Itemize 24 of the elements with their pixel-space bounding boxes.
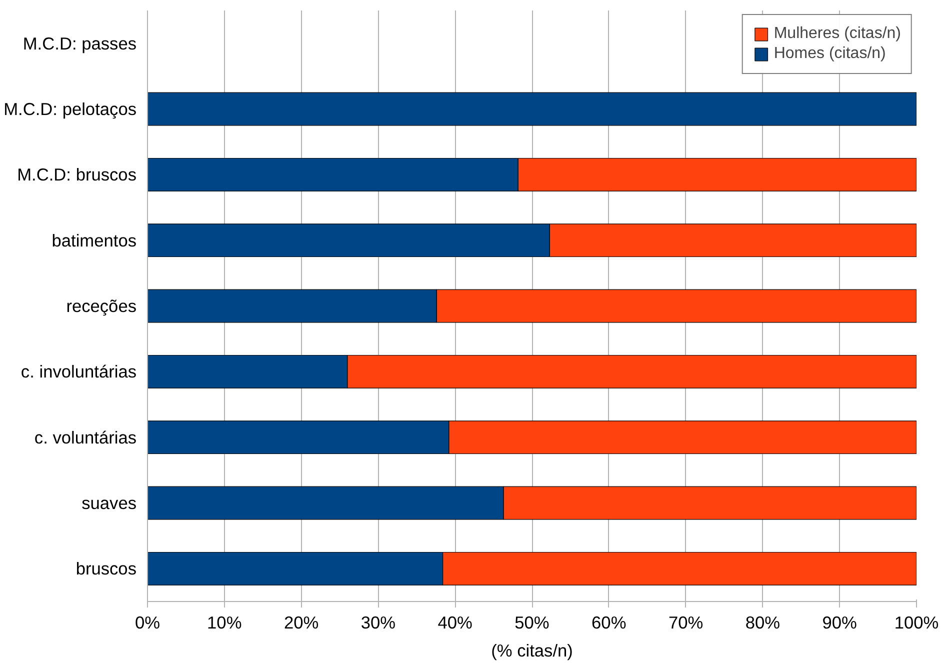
- y-tick-label: c. involuntárias: [20, 362, 137, 382]
- y-tick-label: bruscos: [76, 558, 137, 579]
- y-tick-label: batimentos: [52, 230, 137, 250]
- y-tick-label: M.C.D: passes: [22, 33, 137, 54]
- x-tick-label: 100%: [894, 612, 939, 632]
- y-tick-label: receções: [66, 296, 137, 316]
- x-tick-label: 50%: [514, 612, 550, 632]
- x-tick-label: 90%: [822, 612, 857, 632]
- x-tick-label: 20%: [284, 612, 319, 632]
- legend-label: Homes (citas/n): [774, 45, 886, 63]
- legend-label: Mulheres (citas/n): [774, 25, 901, 43]
- x-tick-label: 10%: [207, 612, 242, 632]
- y-tick-label: M.C.D: bruscos: [17, 164, 137, 185]
- x-axis-title: (% citas/n): [491, 640, 573, 660]
- bar: [148, 92, 916, 126]
- x-tick-label: 40%: [438, 612, 472, 632]
- x-tick-label: 30%: [360, 612, 396, 632]
- x-tick-label: 0%: [134, 612, 160, 632]
- x-tick-label: 70%: [668, 612, 704, 632]
- y-tick-label: M.C.D: pelotaços: [4, 99, 137, 119]
- x-tick-label: 80%: [745, 612, 780, 632]
- y-tick-label: c. voluntárias: [34, 427, 137, 448]
- x-tick-label: 60%: [592, 612, 626, 632]
- y-tick-label: suaves: [82, 493, 137, 513]
